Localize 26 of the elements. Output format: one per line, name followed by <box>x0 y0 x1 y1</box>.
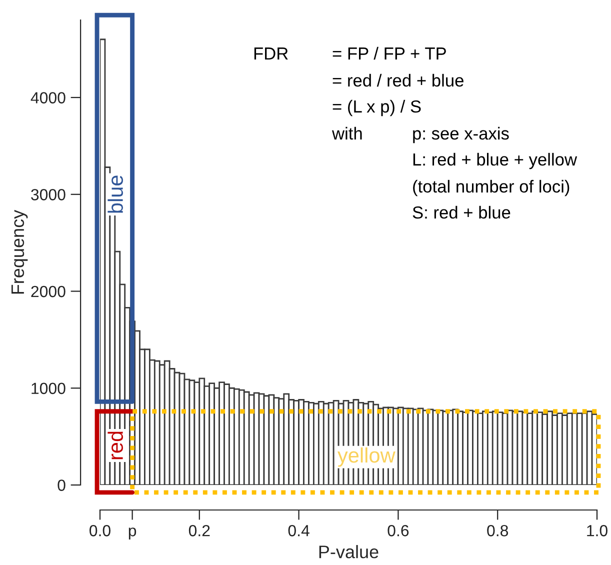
annotation: blue <box>108 176 123 213</box>
x-tick-label: 0.6 <box>388 525 409 536</box>
annotation: FDR <box>254 48 288 60</box>
annotation: red <box>108 432 123 460</box>
annotation: = red / red + blue <box>332 74 464 87</box>
x-tick-label: 0.8 <box>487 525 508 536</box>
annotation: with <box>332 126 362 140</box>
x-tick-label: p <box>128 528 136 540</box>
y-tick-label: 1000 <box>32 382 66 394</box>
x-tick-label: 0.2 <box>188 525 210 536</box>
annotation: yellow <box>338 447 396 467</box>
x-tick-label: 0.4 <box>288 525 310 536</box>
annotation: L: red + blue + yellow <box>413 152 578 170</box>
x-tick-label: 1.0 <box>587 525 608 536</box>
annotation: (total number of loci) <box>413 180 570 196</box>
annotation: S: red + blue <box>412 206 510 219</box>
y-axis-title: Frequency <box>12 210 28 294</box>
x-tick-label: 0.0 <box>90 525 110 536</box>
y-tick-label: 0 <box>58 480 66 491</box>
y-tick-label: 2000 <box>31 286 66 298</box>
y-tick-label: 4000 <box>30 92 66 104</box>
x-axis-title: P-value <box>319 545 378 558</box>
annotation: p: see x-axis <box>413 126 509 144</box>
annotation: = FP / FP + TP <box>332 46 446 60</box>
y-tick-label: 3000 <box>31 189 66 200</box>
annotation: = (L x p) / S <box>332 100 421 116</box>
